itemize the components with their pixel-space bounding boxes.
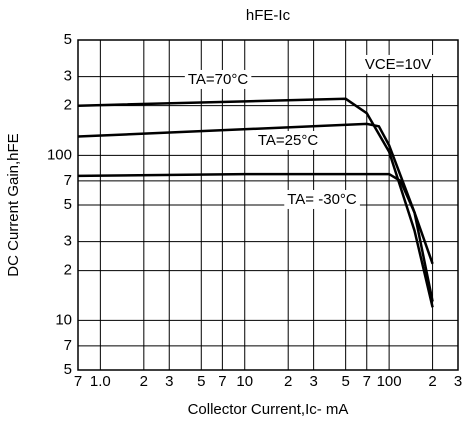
label-background [254,130,322,150]
x-tick-label: 10 [236,373,253,390]
y-tick-label: 3 [64,68,72,85]
annotation: VCE=10V [365,56,431,73]
y-tick-label: 2 [64,262,72,279]
label-background [361,54,435,74]
y-tick-label: 7 [64,337,72,354]
x-tick-label: 7 [218,373,226,390]
x-tick-label: 1.0 [90,373,111,390]
x-tick-label: 2 [140,373,148,390]
y-tick-label: 5 [64,196,72,213]
x-tick-label: 5 [341,373,349,390]
y-tick-label: 7 [64,172,72,189]
label-background [284,189,360,209]
y-tick-label: 2 [64,97,72,114]
label-background [184,69,252,89]
y-tick-label: 100 [47,146,72,163]
y-tick-label: 5 [64,31,72,48]
series-label: TA=70°C [188,71,248,88]
y-axis-label: DC Current Gain,hFE [5,133,22,276]
x-tick-label: 3 [454,373,462,390]
y-tick-label: 5 [64,361,72,378]
x-tick-label: 3 [309,373,317,390]
y-tick-label: 10 [55,311,72,328]
x-axis-label: Collector Current,Ic- mA [188,401,349,418]
series-label: TA=25°C [258,132,318,149]
x-tick-label: 7 [363,373,371,390]
series-label: TA= -30°C [287,191,357,208]
plot-frame [77,39,459,371]
y-tick-label: 3 [64,233,72,250]
x-tick-label: 5 [197,373,205,390]
chart-title: hFE-Ic [246,7,291,24]
x-tick-label: 100 [377,373,402,390]
series-line [77,97,434,308]
x-tick-label: 7 [74,373,82,390]
x-tick-label: 2 [284,373,292,390]
x-tick-label: 2 [428,373,436,390]
x-tick-label: 3 [165,373,173,390]
series-line [77,172,434,265]
series-line [77,122,434,302]
